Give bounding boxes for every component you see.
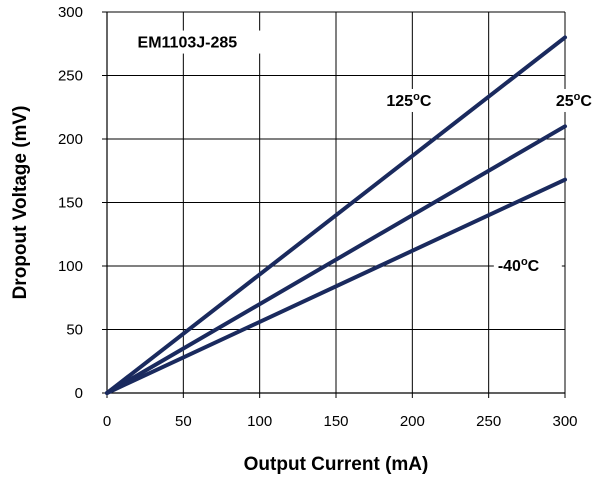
- y-tick-label: 250: [58, 68, 83, 85]
- x-tick-label: 200: [400, 413, 425, 430]
- annotation-backdrop: [133, 30, 262, 54]
- y-tick-label: 50: [66, 322, 83, 339]
- annotation-label-4: -40oC: [498, 256, 540, 275]
- series-line-3: [105, 177, 567, 395]
- y-tick-label: 100: [58, 258, 83, 275]
- series-line-1: [105, 35, 567, 395]
- grid: [107, 11, 566, 393]
- annotation-label-3: 25oC: [556, 91, 593, 110]
- annotations: EM1103J-285 125oC 25oC -40oC: [133, 30, 605, 278]
- x-axis-title: Output Current (mA): [244, 454, 429, 475]
- axes: [102, 11, 566, 398]
- tick-labels: 0 50 100 150 200 250 300 0 50 100 150 200 250 300: [58, 4, 578, 430]
- annotation-backdrop: [382, 88, 451, 112]
- x-tick-label: 300: [552, 413, 577, 430]
- y-tick-label: 300: [58, 4, 83, 21]
- x-tick-label: 150: [323, 413, 348, 430]
- y-tick-label: 200: [58, 131, 83, 148]
- y-tick-label: 150: [58, 195, 83, 212]
- annotation-backdrop: [551, 88, 605, 112]
- annotation-backdrop: [493, 254, 562, 278]
- y-axis-title: Dropout Voltage (mV): [10, 106, 31, 300]
- series-line-2: [105, 124, 567, 395]
- x-tick-label: 100: [247, 413, 272, 430]
- x-tick-label: 250: [476, 413, 501, 430]
- x-tick-label: 0: [103, 413, 111, 430]
- x-tick-label: 50: [175, 413, 192, 430]
- annotation-label-2: 125oC: [386, 91, 431, 110]
- annotation-label-1: EM1103J-285: [138, 35, 238, 52]
- y-tick-label: 0: [75, 385, 83, 402]
- series-group: [105, 35, 567, 395]
